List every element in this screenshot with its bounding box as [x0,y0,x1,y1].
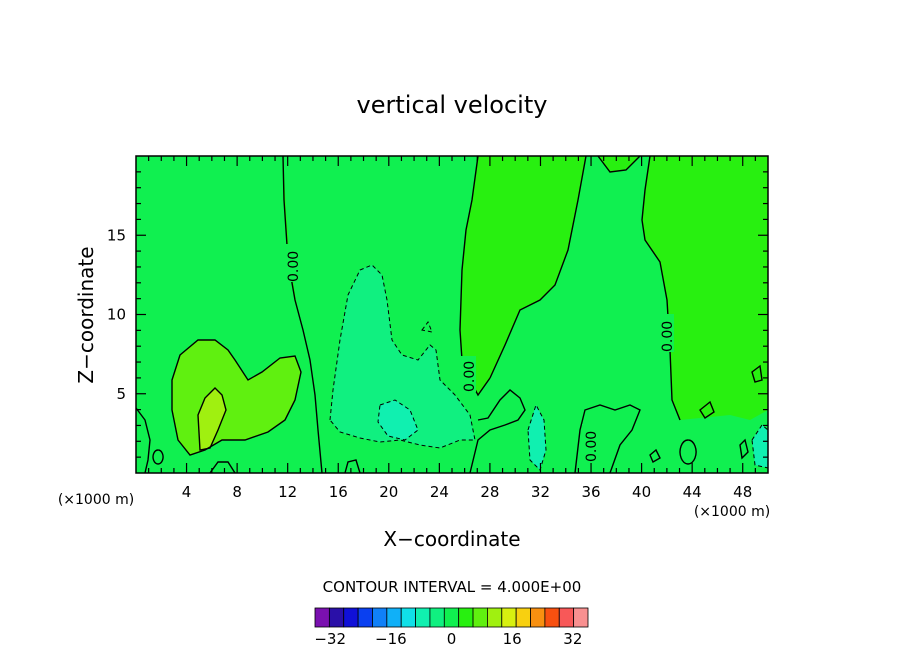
colorbar-swatch [530,607,546,628]
x-tick-label: 8 [232,483,242,501]
colorbar-tick-label: 32 [563,630,582,648]
y-axis-ticks: 5 10 15 [107,171,768,458]
minus-contour-3 [527,403,547,471]
colorbar-swatch [343,607,359,628]
colorbar-tick-label: 0 [447,630,457,648]
x-tick-label: 48 [733,483,752,501]
zero-contour-small-1 [152,449,164,465]
contour-label-4: 0.00 [660,321,676,352]
x-tick-label: 12 [278,483,297,501]
colorbar-swatch [386,607,402,628]
contour-label-bg-1 [284,244,300,282]
plus4-contour [171,339,302,456]
zero-contour-3 [489,155,587,379]
y-tick-label: 10 [107,306,126,324]
plus8-contour [197,387,227,451]
contour-labels: 0.00 0.00 0.00 0.00 [284,244,676,462]
contour-label-1: 0.00 [286,251,302,282]
contour-interval-text: CONTOUR INTERVAL = 4.000E+00 [323,578,582,596]
colorbar-swatch [357,607,373,628]
zero-contour-small-8 [209,461,236,474]
colorbar-swatch [544,607,560,628]
colorbar-swatch [415,607,431,628]
contour-label-2: 0.00 [462,361,478,392]
zero-contour-small-4 [699,400,715,419]
x-tick-label: 16 [329,483,348,501]
contour-label-bg-4 [658,314,674,352]
zero-contour-1 [282,155,323,474]
colorbar-swatch [515,607,531,628]
colorbar-tick-label: −32 [314,630,346,648]
x-tick-label: 20 [379,483,398,501]
zero-contour-bottom-2 [574,404,641,474]
colorbar-swatch [314,607,330,628]
weak-negative-region [330,265,475,448]
minus-contour-1 [329,264,476,449]
x-tick-label: 36 [581,483,600,501]
colorbar [314,607,589,628]
zero-contour-small-6 [649,448,661,463]
x-tick-label: 40 [632,483,651,501]
x-axis-ticks: 4 8 12 16 20 24 28 32 36 40 44 48 [148,156,756,501]
zero-contour-bottom [469,389,526,474]
colorbar-swatch [429,607,445,628]
y-axis-label: Z−coordinate [74,246,98,383]
x-tick-label: 24 [430,483,449,501]
x-unit-label: (×1000 m) [694,504,770,520]
positive-core-left [198,388,226,450]
chart-title: vertical velocity [357,91,548,119]
colorbar-swatch [472,607,488,628]
colorbar-swatch [400,607,416,628]
colorbar-tick-labels: −32 −16 0 16 32 [314,630,582,648]
colorbar-swatch [328,607,345,628]
z-unit-label: (×1000 m) [58,492,134,508]
zero-contour-small-7 [739,438,749,460]
colorbar-swatch [487,607,503,628]
x-tick-label: 28 [480,483,499,501]
y-tick-label: 5 [116,385,126,403]
zero-contour-4 [597,155,641,173]
negative-core-1 [378,400,418,440]
contour-label-bg-2 [460,356,476,392]
negative-core-2 [528,405,546,470]
zero-contour-small-2 [679,439,697,465]
x-tick-label: 32 [531,483,550,501]
colorbar-swatch [573,607,589,628]
x-tick-label: 4 [182,483,192,501]
x-axis-label: X−coordinate [383,527,520,551]
zero-contour-small-5 [751,364,763,383]
contour-label-bg-3 [582,424,598,462]
minus-contour-5 [421,320,433,333]
colorbar-swatch [458,607,474,628]
zero-contour-small-3 [344,459,361,474]
contour-label-3: 0.00 [584,431,600,462]
contour-lines [135,155,763,474]
y-tick-label: 15 [107,226,126,244]
colorbar-swatch [558,607,575,628]
minus-contour-2 [377,399,419,441]
colorbar-swatch [443,607,460,628]
zero-contour-left [135,407,151,474]
colorbar-tick-label: 16 [503,630,522,648]
colorbar-swatch [372,607,388,628]
colorbar-tick-label: −16 [375,630,407,648]
zero-contour-5 [641,155,681,421]
colorbar-swatch [501,607,517,628]
x-tick-label: 44 [683,483,702,501]
